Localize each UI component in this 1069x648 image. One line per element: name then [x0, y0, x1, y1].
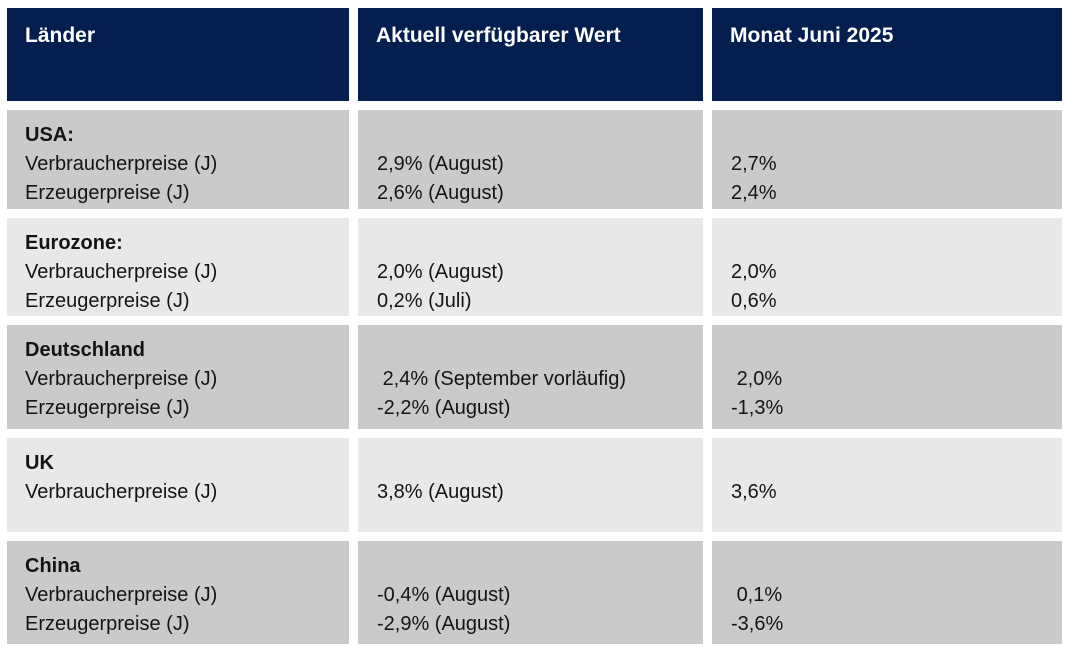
current-value: 2,6% (August) [377, 182, 504, 204]
row-deutschland-june-values-cell: 2,0% -1,3% [712, 325, 1062, 429]
indicator-label: Erzeugerpreise (J) [25, 290, 190, 312]
row-uk-current-values-cell: 3,8% (August) [358, 438, 703, 532]
current-value: -2,2% (August) [377, 397, 511, 419]
row-uk-june-values-cell: 3,6% [712, 438, 1062, 532]
june-value: 2,7% [731, 153, 777, 175]
column-header-laender-label: Länder [25, 24, 96, 47]
current-value: 2,4% (September vorläufig) [377, 368, 627, 390]
june-value: -3,6% [731, 613, 784, 635]
row-uk-country-cell: UK Verbraucherpreise (J) [7, 438, 349, 532]
row-eurozone-country-cell: Eurozone: Verbraucherpreise (J) Erzeuger… [7, 218, 349, 316]
column-header-aktueller-wert: Aktuell verfügbarer Wert [358, 8, 703, 101]
current-value: -2,9% (August) [377, 613, 511, 635]
country-label: Eurozone: [25, 232, 123, 254]
column-header-laender: Länder [7, 8, 349, 101]
current-value: -0,4% (August) [377, 584, 511, 606]
june-value: 2,4% [731, 182, 777, 204]
row-china-current-values-cell: -0,4% (August) -2,9% (August) [358, 541, 703, 644]
current-value: 2,9% (August) [377, 153, 504, 175]
june-value: -1,3% [731, 397, 784, 419]
country-label: USA: [25, 124, 74, 146]
current-value: 0,2% (Juli) [377, 290, 472, 312]
indicator-label: Verbraucherpreise (J) [25, 153, 218, 175]
june-value: 0,6% [731, 290, 777, 312]
column-header-monat-juni-2025: Monat Juni 2025 [712, 8, 1062, 101]
inflation-data-table: Länder Aktuell verfügbarer Wert Monat Ju… [7, 8, 1062, 644]
row-usa-june-values-cell: 2,7% 2,4% [712, 110, 1062, 209]
indicator-label: Verbraucherpreise (J) [25, 368, 218, 390]
country-label: Deutschland [25, 339, 146, 361]
column-header-aktueller-wert-label: Aktuell verfügbarer Wert [376, 24, 621, 47]
current-value: 2,0% (August) [377, 261, 504, 283]
row-usa-country-cell: USA: Verbraucherpreise (J) Erzeugerpreis… [7, 110, 349, 209]
row-china-country-cell: China Verbraucherpreise (J) Erzeugerprei… [7, 541, 349, 644]
indicator-label: Verbraucherpreise (J) [25, 584, 218, 606]
june-value: 2,0% [731, 261, 777, 283]
country-label: UK [25, 452, 54, 474]
country-label: China [25, 555, 81, 577]
row-eurozone-june-values-cell: 2,0% 0,6% [712, 218, 1062, 316]
indicator-label: Erzeugerpreise (J) [25, 613, 190, 635]
row-deutschland-country-cell: Deutschland Verbraucherpreise (J) Erzeug… [7, 325, 349, 429]
june-value: 2,0% [731, 368, 783, 390]
row-china-june-values-cell: 0,1% -3,6% [712, 541, 1062, 644]
indicator-label: Erzeugerpreise (J) [25, 182, 190, 204]
indicator-label: Verbraucherpreise (J) [25, 261, 218, 283]
column-header-monat-juni-2025-label: Monat Juni 2025 [730, 24, 894, 47]
indicator-label: Verbraucherpreise (J) [25, 481, 218, 503]
june-value: 3,6% [731, 481, 777, 503]
current-value: 3,8% (August) [377, 481, 504, 503]
row-usa-current-values-cell: 2,9% (August) 2,6% (August) [358, 110, 703, 209]
indicator-label: Erzeugerpreise (J) [25, 397, 190, 419]
row-eurozone-current-values-cell: 2,0% (August) 0,2% (Juli) [358, 218, 703, 316]
june-value: 0,1% [731, 584, 783, 606]
row-deutschland-current-values-cell: 2,4% (September vorläufig) -2,2% (August… [358, 325, 703, 429]
